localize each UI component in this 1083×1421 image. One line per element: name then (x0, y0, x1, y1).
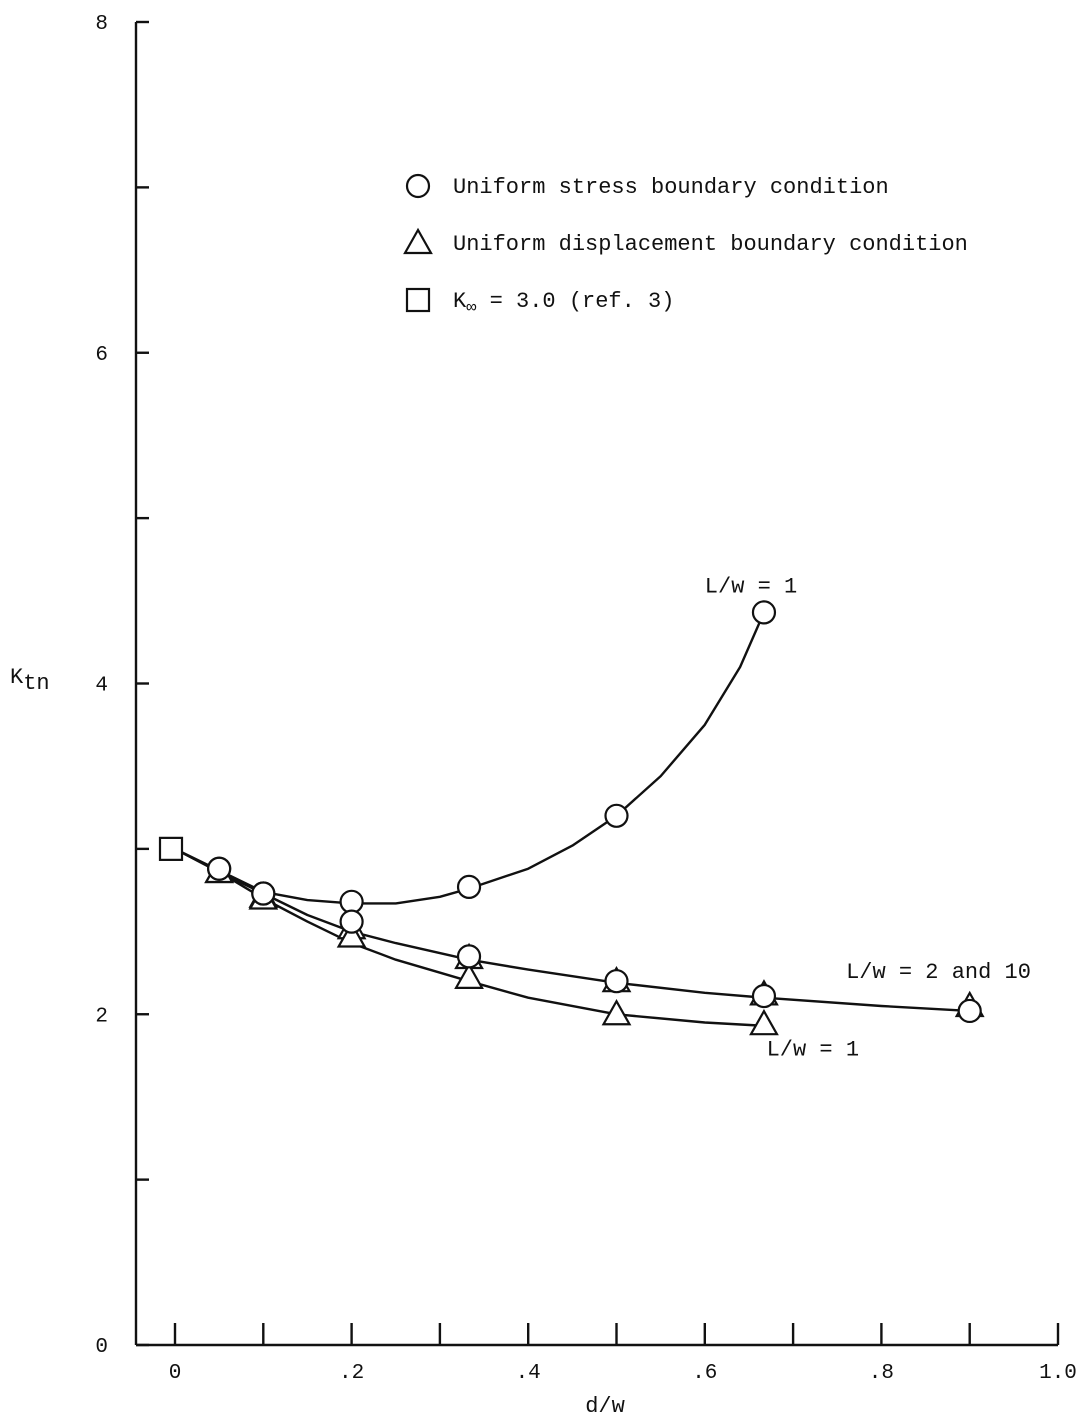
legend-circle-icon (405, 173, 431, 199)
curve-annotation: L/w = 2 and 10 (846, 960, 1031, 985)
circle-marker (751, 983, 777, 1009)
circle-marker (339, 889, 364, 914)
data-markers (158, 600, 985, 1036)
axes: 0 2 4 6 8 0 .2 .4 .6 .8 1.0 (95, 13, 1077, 1385)
circle-marker (251, 881, 276, 906)
y-tick-label: 4 (95, 675, 108, 698)
y-tick-label: 8 (95, 13, 108, 36)
series-curve-1 (174, 611, 766, 905)
legend-label-sub: ∞ (466, 299, 476, 318)
annotations: L/w = 1 L/w = 2 and 10 L/w = 1 (705, 575, 1031, 1063)
reference-square-marker (158, 836, 184, 861)
series-curve-4 (174, 847, 765, 1027)
legend-label: Uniform stress boundary condition (453, 175, 889, 200)
x-tick-label: .6 (692, 1362, 717, 1385)
y-axis-label-sub: tn (23, 671, 49, 696)
circle-marker (456, 944, 482, 969)
triangle-marker (454, 962, 484, 989)
x-axis-label: d/w (585, 1394, 625, 1419)
x-tick-label: 0 (169, 1362, 182, 1385)
legend: Uniform stress boundary condition Uniform… (403, 173, 968, 318)
x-tick-label: .2 (339, 1362, 364, 1385)
circle-marker (604, 969, 629, 994)
x-tick-label: .4 (516, 1362, 541, 1385)
x-tick-label: 1.0 (1039, 1362, 1077, 1385)
legend-square-icon (405, 287, 431, 313)
circle-marker (339, 909, 364, 934)
x-tick-label: .8 (869, 1362, 894, 1385)
y-tick-label: 6 (95, 344, 108, 367)
y-tick-label: 0 (95, 1336, 108, 1359)
curve-annotation: L/w = 1 (705, 575, 797, 600)
y-axis-label-main: K (10, 665, 24, 690)
triangle-marker (601, 999, 632, 1026)
triangle-marker (336, 921, 367, 948)
legend-label-rest: = 3.0 (ref. 3) (476, 289, 674, 314)
circle-marker (456, 874, 482, 900)
y-axis-label: Ktn (10, 665, 50, 696)
circle-marker (751, 600, 777, 625)
curve-annotation: L/w = 1 (767, 1038, 859, 1063)
circle-marker (207, 856, 232, 881)
circle-marker (604, 803, 629, 828)
legend-triangle-icon (403, 227, 433, 255)
circle-marker (957, 998, 982, 1024)
triangle-marker (749, 1008, 779, 1036)
series-curve-3 (174, 847, 970, 1013)
legend-label: K∞ = 3.0 (ref. 3) (453, 289, 674, 318)
legend-label: Uniform displacement boundary condition (453, 232, 968, 257)
y-tick-label: 2 (95, 1005, 108, 1028)
legend-label-main: K (453, 289, 467, 314)
